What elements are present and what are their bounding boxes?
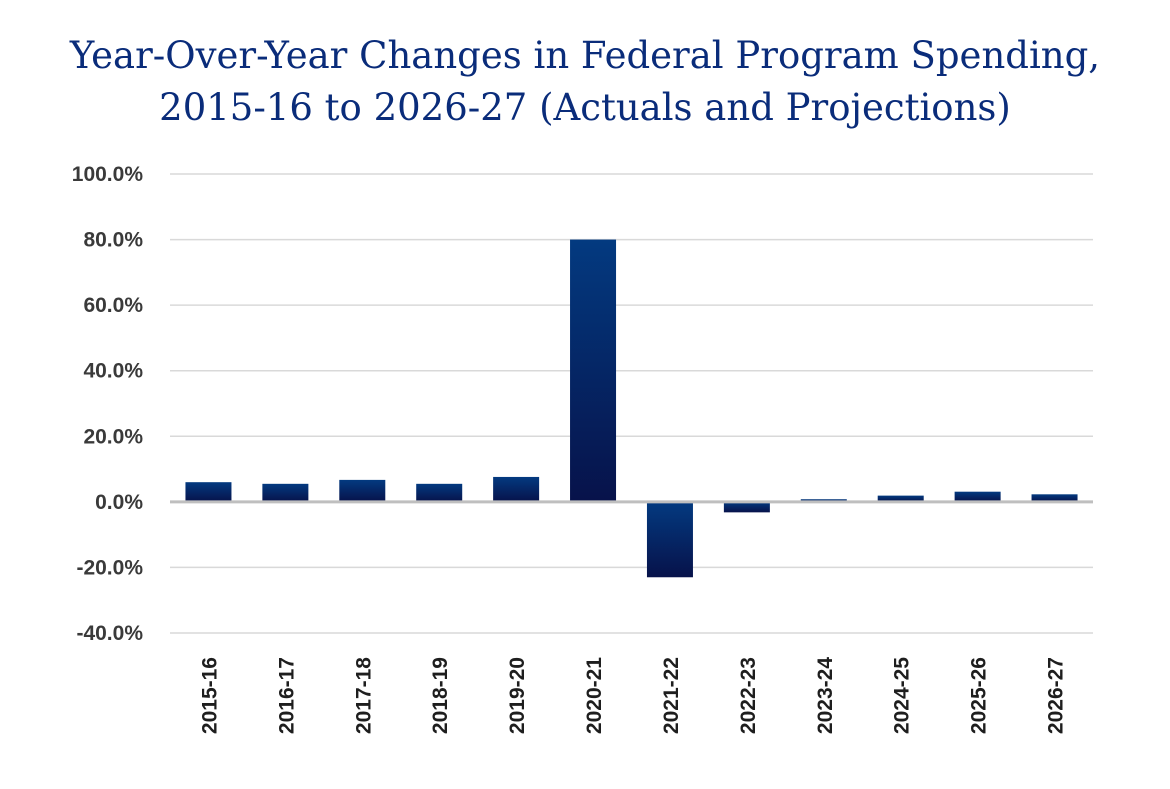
y-tick-label: -40.0% [76,622,143,645]
chart-title: Year-Over-Year Changes in Federal Progra… [0,30,1170,134]
y-tick-label: 100.0% [72,163,144,186]
bar-2018-19 [416,483,463,502]
chart-title-line-1: Year-Over-Year Changes in Federal Progra… [69,34,1101,77]
bar-2022-23 [723,501,770,513]
x-category-label: 2018-19 [429,657,452,734]
x-category-label: 2022-23 [737,657,760,734]
x-category-label: 2020-21 [583,657,606,734]
bar-2025-26 [954,491,1001,502]
y-tick-label: 60.0% [83,294,143,317]
bar-2026-27 [1031,494,1078,502]
bar-2017-18 [339,479,386,502]
x-category-label: 2015-16 [198,657,221,734]
y-tick-label: 20.0% [83,425,143,448]
bars [185,239,1078,578]
x-axis-category-labels: 2015-16 2016-17 2017-18 2018-19 2019-20 2020-… [198,657,1067,734]
bar-2024-25 [877,495,924,502]
bar-2015-16 [185,482,232,502]
x-category-label: 2016-17 [275,657,298,734]
bar-2021-22 [646,501,693,578]
bar-2016-17 [262,483,309,502]
x-category-label: 2021-22 [660,657,683,734]
y-tick-label: 40.0% [83,360,143,383]
x-category-label: 2023-24 [814,657,837,734]
x-category-label: 2024-25 [891,657,914,734]
chart-title-line-2: 2015-16 to 2026-27 (Actuals and Projecti… [159,86,1011,129]
bar-2019-20 [493,476,540,502]
x-category-label: 2019-20 [506,657,529,734]
y-tick-label: -20.0% [76,556,143,579]
x-category-label: 2026-27 [1045,657,1068,734]
y-tick-label: 0.0% [95,491,143,514]
x-category-label: 2017-18 [352,657,375,734]
bar-2020-21 [570,239,617,502]
y-axis-tick-labels: 100.0% 80.0% 60.0% 40.0% 20.0% 0.0% -20.0% -40.… [72,163,144,645]
x-category-label: 2025-26 [968,657,991,734]
gridlines [170,173,1093,634]
y-tick-label: 80.0% [83,229,143,252]
